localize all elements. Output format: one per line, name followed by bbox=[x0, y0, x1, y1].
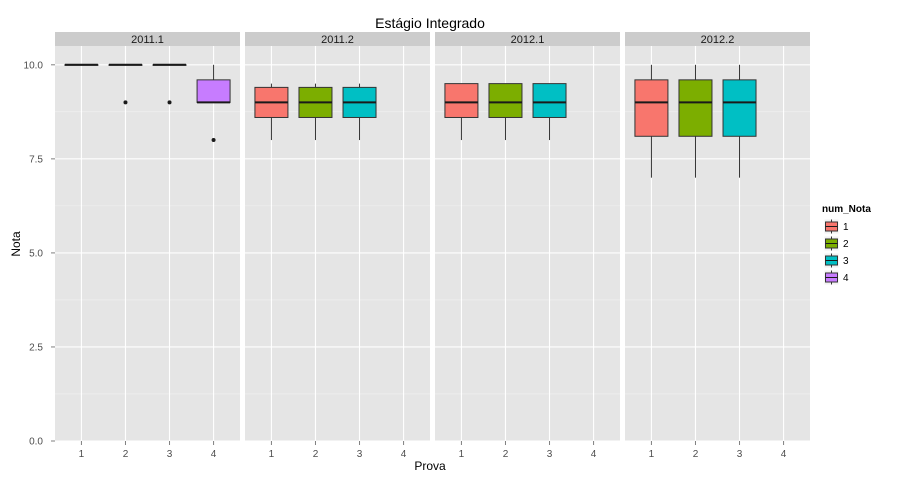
x-tick-label: 1 bbox=[269, 449, 275, 460]
legend-label: 3 bbox=[843, 256, 849, 267]
x-tick-label: 3 bbox=[167, 449, 173, 460]
legend-key: 3 bbox=[823, 252, 849, 269]
legend-key: 2 bbox=[823, 235, 849, 252]
y-tick-label: 7.5 bbox=[29, 154, 43, 165]
box-iqr bbox=[444, 83, 479, 118]
box-group bbox=[342, 83, 377, 141]
box-iqr bbox=[488, 83, 523, 118]
outlier-point bbox=[123, 100, 128, 105]
y-tick-label: 0.0 bbox=[29, 437, 43, 448]
facet-label: 2011.1 bbox=[131, 34, 164, 46]
x-tick-label: 3 bbox=[547, 449, 553, 460]
x-tick-label: 4 bbox=[591, 449, 597, 460]
facet-label: 2012.2 bbox=[701, 34, 735, 46]
y-tick-label: 10.0 bbox=[24, 60, 44, 71]
facet-panel: 2012.2 1 2 3 4 bbox=[625, 32, 810, 460]
legend-key: 1 bbox=[823, 218, 849, 235]
facet-panel: 2012.1 1 2 3 4 bbox=[435, 32, 620, 460]
box-iqr bbox=[532, 83, 567, 118]
legend: 1 2 3 4 bbox=[823, 218, 849, 286]
box-group bbox=[722, 64, 757, 178]
y-tick-label: 5.0 bbox=[29, 248, 43, 259]
box-group bbox=[152, 63, 187, 105]
box-iqr bbox=[634, 79, 669, 137]
box-group bbox=[532, 83, 567, 141]
box-iqr bbox=[678, 79, 713, 137]
x-tick-label: 2 bbox=[313, 449, 319, 460]
x-tick-label: 4 bbox=[211, 449, 217, 460]
panel-background bbox=[55, 46, 240, 441]
legend-title: num_Nota bbox=[822, 204, 871, 215]
facet-strip bbox=[245, 32, 430, 46]
x-tick-label: 4 bbox=[781, 449, 787, 460]
box-group bbox=[678, 64, 713, 178]
facet-strip bbox=[55, 32, 240, 46]
y-tick-label: 2.5 bbox=[29, 342, 43, 353]
x-tick-label: 2 bbox=[503, 449, 509, 460]
box-iqr bbox=[722, 79, 757, 137]
outlier-point bbox=[211, 138, 216, 143]
y-axis-title: Nota bbox=[9, 231, 23, 257]
legend-key: 4 bbox=[823, 269, 849, 286]
outlier-point bbox=[167, 100, 172, 105]
x-tick-label: 2 bbox=[693, 449, 699, 460]
legend-label: 1 bbox=[843, 222, 849, 233]
box-group bbox=[64, 63, 99, 66]
box-group bbox=[444, 83, 479, 141]
box-group bbox=[196, 64, 231, 143]
facet-panel: 2011.2 1 2 3 4 bbox=[245, 32, 430, 460]
box-iqr bbox=[196, 79, 231, 103]
x-axis-title: Prova bbox=[414, 459, 446, 473]
legend-label: 4 bbox=[843, 273, 849, 284]
x-tick-label: 3 bbox=[737, 449, 743, 460]
box-group bbox=[634, 64, 669, 178]
x-tick-label: 2 bbox=[123, 449, 129, 460]
facet-label: 2012.1 bbox=[511, 34, 545, 46]
x-tick-label: 1 bbox=[649, 449, 655, 460]
box-group bbox=[488, 83, 523, 141]
legend-label: 2 bbox=[843, 239, 849, 250]
facet-panels: 2011.1 1 2 3 4 2011.2 1 2 3 4 2012.1 1 2 3 4 2012.2 1 2 3 4 bbox=[55, 32, 810, 460]
x-tick-label: 3 bbox=[357, 449, 363, 460]
box-group bbox=[298, 83, 333, 141]
x-tick-label: 4 bbox=[401, 449, 407, 460]
x-tick-label: 1 bbox=[79, 449, 85, 460]
chart-title: Estágio Integrado bbox=[375, 15, 485, 31]
facet-panel: 2011.1 1 2 3 4 bbox=[55, 32, 240, 460]
box-group bbox=[108, 63, 143, 105]
facet-strip bbox=[435, 32, 620, 46]
box-group bbox=[254, 83, 289, 141]
x-tick-label: 1 bbox=[459, 449, 465, 460]
facet-label: 2011.2 bbox=[321, 34, 354, 46]
facet-strip bbox=[625, 32, 810, 46]
